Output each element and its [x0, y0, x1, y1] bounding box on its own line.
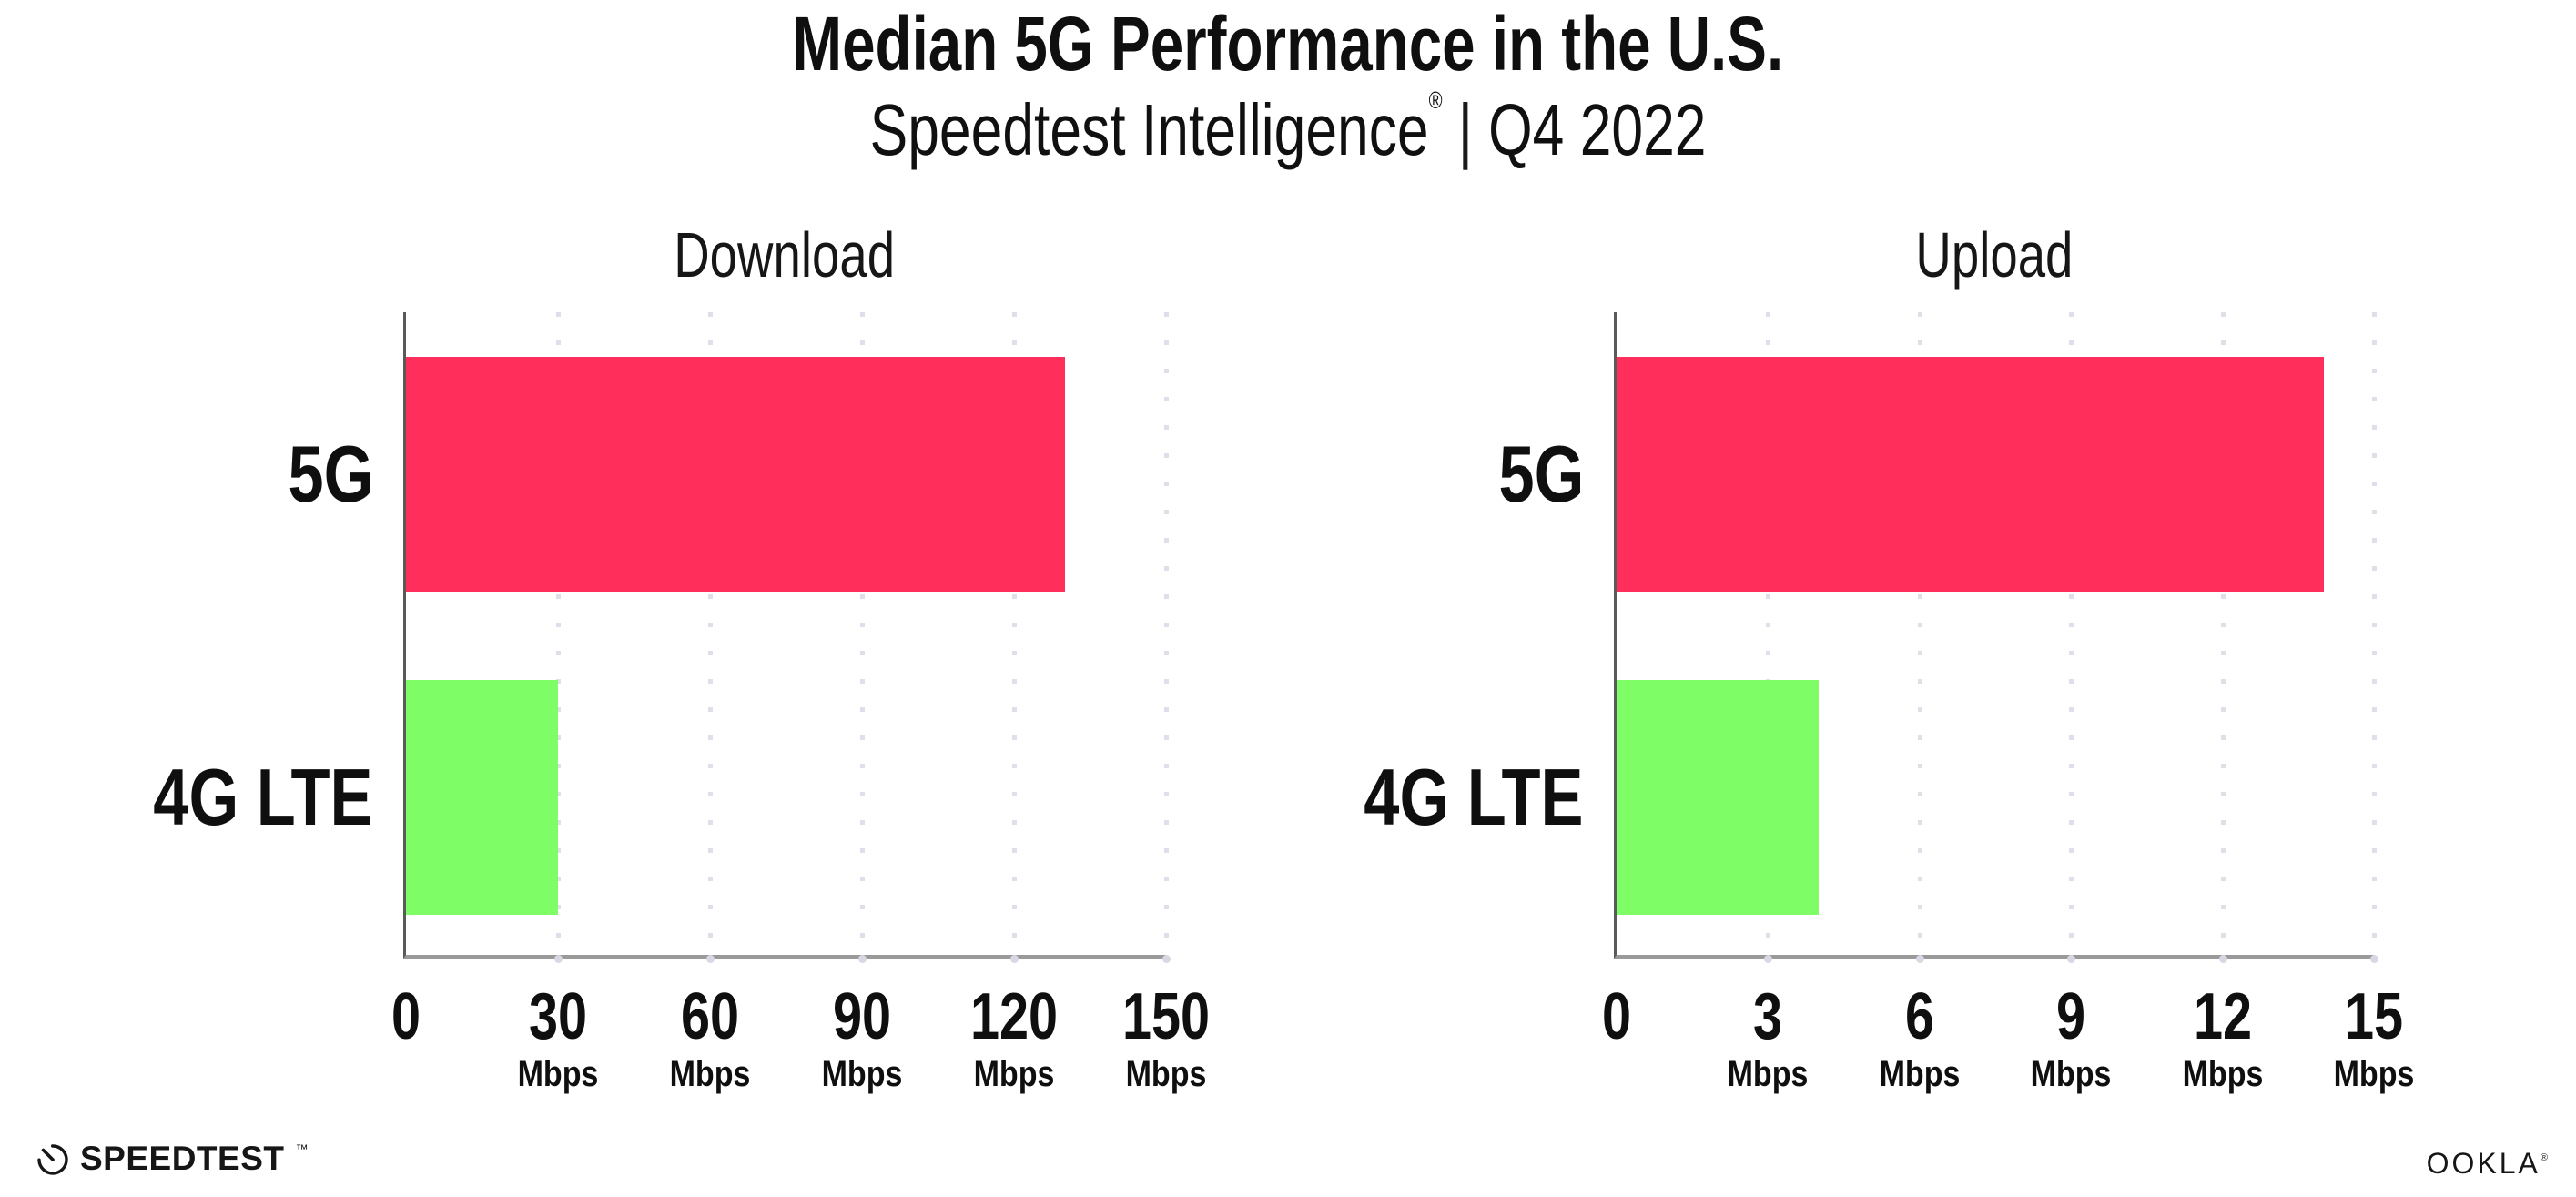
speedtest-logo: SPEEDTEST ™: [35, 1140, 309, 1178]
gridline-60-download: [706, 312, 715, 963]
gridline-15-upload: [2370, 312, 2378, 963]
chart-title-text: Upload: [1914, 219, 2074, 290]
x-tick-12-upload: 12 Mbps: [2175, 984, 2269, 1092]
chart-title-text: Download: [674, 219, 896, 290]
x-tick-unit: Mbps: [1879, 1054, 1961, 1094]
gridline-6-upload: [1915, 312, 1924, 963]
x-tick-120-download: 120 Mbps: [959, 984, 1069, 1092]
x-tick-value: 12: [2193, 980, 2252, 1053]
bar-4g-lte-download: [406, 679, 558, 915]
chart-title-upload: Upload: [1614, 223, 2374, 287]
ookla-logo: OOKLA®: [2427, 1147, 2551, 1181]
category-label-5g-upload: 5G: [1498, 428, 1584, 519]
page-subtitle: Speedtest Intelligence® | Q4 2022: [0, 88, 2576, 167]
subtitle-period: Q4 2022: [1488, 89, 1707, 170]
x-tick-unit: Mbps: [821, 1054, 903, 1094]
x-tick-unit: Mbps: [2333, 1054, 2415, 1094]
x-tick-unit: Mbps: [1125, 1054, 1207, 1094]
gridline-30-download: [554, 312, 563, 963]
x-tick-30-download: 30 Mbps: [511, 984, 605, 1092]
subtitle-brand: Speedtest Intelligence: [869, 89, 1429, 170]
gridline-90-download: [858, 312, 867, 963]
gridline-12-upload: [2218, 312, 2227, 963]
x-tick-value: 0: [390, 980, 421, 1053]
category-label-4g-lte-download: 4G LTE: [153, 751, 373, 842]
x-tick-value: 6: [1904, 980, 1934, 1053]
x-tick-value: 30: [528, 980, 588, 1053]
bar-5g-upload: [1617, 356, 2324, 592]
registered-trademark-icon: ®: [1428, 86, 1443, 114]
ookla-wordmark: OOKLA: [2426, 1147, 2541, 1180]
category-label-5g-download: 5G: [288, 428, 373, 519]
bar-5g-download: [406, 356, 1065, 592]
x-tick-value: 150: [1121, 980, 1211, 1053]
x-tick-value: 90: [832, 980, 892, 1053]
speedtest-wordmark: SPEEDTEST: [80, 1140, 285, 1177]
gridline-9-upload: [2067, 312, 2076, 963]
x-tick-90-download: 90 Mbps: [815, 984, 909, 1092]
subtitle-divider: |: [1457, 89, 1473, 170]
page-title: Median 5G Performance in the U.S.: [0, 5, 2576, 82]
gridline-120-download: [1010, 312, 1019, 963]
x-tick-value: 120: [969, 980, 1059, 1053]
x-tick-unit: Mbps: [2182, 1054, 2263, 1094]
x-tick-0-upload: 0: [1598, 984, 1635, 1050]
speedtest-gauge-icon: [37, 1144, 68, 1175]
x-tick-9-upload: 9 Mbps: [2023, 984, 2118, 1092]
x-tick-value: 60: [680, 980, 740, 1053]
x-tick-unit: Mbps: [517, 1054, 599, 1094]
x-tick-value: 3: [1753, 980, 1783, 1053]
gridline-150-download: [1162, 312, 1171, 963]
x-tick-value: 9: [2056, 980, 2086, 1053]
chart-panel-upload: Upload 5G 4G LTE 0 3 Mbps 6 Mbps 9 Mbps 12 Mbps 15 Mb…: [1364, 223, 2415, 1092]
page-title-text: Median 5G Performance in the U.S.: [792, 1, 1784, 86]
x-tick-0-download: 0: [388, 984, 424, 1050]
ookla-registered-icon: ®: [2540, 1152, 2551, 1163]
x-tick-value: 15: [2344, 980, 2404, 1053]
x-tick-unit: Mbps: [669, 1054, 751, 1094]
x-tick-unit: Mbps: [1728, 1054, 1809, 1094]
x-tick-unit: Mbps: [2030, 1054, 2112, 1094]
plot-area-download: 5G 4G LTE 0 30 Mbps 60 Mbps 90 Mbps 120 Mbps 150 Mbp…: [154, 312, 1210, 1092]
x-tick-60-download: 60 Mbps: [663, 984, 757, 1092]
bar-4g-lte-upload: [1617, 679, 1819, 915]
x-tick-value: 0: [1601, 980, 1632, 1053]
page-subtitle-text: Speedtest Intelligence® | Q4 2022: [870, 88, 1707, 167]
x-tick-3-upload: 3 Mbps: [1720, 984, 1815, 1092]
x-tick-6-upload: 6 Mbps: [1872, 984, 1967, 1092]
chart-title-download: Download: [403, 223, 1166, 287]
category-label-4g-lte-upload: 4G LTE: [1364, 751, 1584, 842]
x-tick-unit: Mbps: [973, 1054, 1055, 1094]
chart-panel-download: Download 5G 4G LTE 0 30 Mbps 60 Mbps 90 Mbps 120 Mb…: [154, 223, 1210, 1092]
plot-area-upload: 5G 4G LTE 0 3 Mbps 6 Mbps 9 Mbps 12 Mbps 15 Mbps: [1364, 312, 2414, 1092]
x-tick-150-download: 150 Mbps: [1111, 984, 1221, 1092]
trademark-icon: ™: [295, 1141, 309, 1156]
gridline-3-upload: [1764, 312, 1773, 963]
x-tick-15-upload: 15 Mbps: [2327, 984, 2421, 1092]
